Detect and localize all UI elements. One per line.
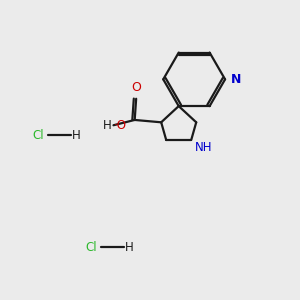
Text: N: N	[230, 73, 241, 86]
Text: Cl: Cl	[85, 241, 97, 254]
Text: H: H	[103, 119, 112, 132]
Text: H: H	[72, 129, 81, 142]
Text: ·O: ·O	[114, 119, 127, 132]
Text: O: O	[131, 81, 141, 94]
Text: H: H	[125, 241, 134, 254]
Text: NH: NH	[195, 141, 212, 154]
Text: Cl: Cl	[32, 129, 44, 142]
